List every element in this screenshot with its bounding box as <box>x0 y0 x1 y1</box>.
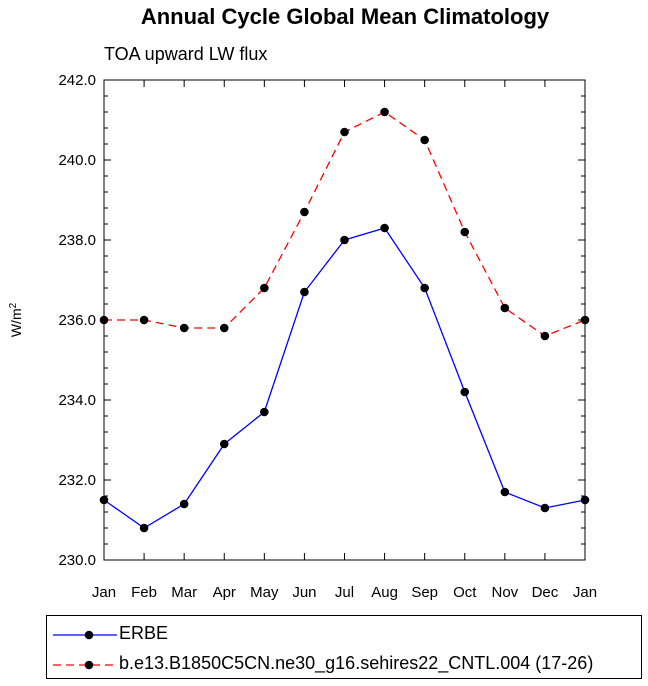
x-tick-label: Aug <box>371 584 398 601</box>
y-tick-label: 238.0 <box>58 232 96 249</box>
data-point-1-10 <box>500 303 510 313</box>
legend-line-erbe <box>53 630 117 640</box>
x-tick-label: Jul <box>335 584 354 601</box>
data-point-1-11 <box>540 331 550 341</box>
data-point-1-4 <box>260 283 269 293</box>
legend-label-erbe: ERBE <box>119 623 169 643</box>
data-point-0-11 <box>540 503 550 513</box>
data-point-0-9 <box>460 387 470 397</box>
data-point-1-7 <box>380 107 389 117</box>
data-point-1-5 <box>300 207 309 217</box>
axis-ticks: 230.0 232.0 234.0 236.0 238.0 240.0 242.0 Jan Fe… <box>58 72 597 601</box>
legend: ERBE b.e13.B1850C5CN.ne30_g16.sehires22_… <box>46 615 642 679</box>
data-point-1-6 <box>340 127 349 137</box>
legend-item-erbe: ERBE <box>47 619 641 647</box>
data-point-0-12 <box>580 495 590 505</box>
data-point-1-3 <box>219 323 229 333</box>
data-point-0-8 <box>420 283 429 293</box>
y-axis-label: W/m2 <box>8 302 25 337</box>
plot-frame <box>103 79 586 561</box>
data-point-1-2 <box>179 323 189 333</box>
chart-subtitle: TOA upward LW flux <box>104 44 267 64</box>
y-tick-label: 230.0 <box>58 552 96 569</box>
data-point-1-12 <box>580 315 590 325</box>
series-line-0 <box>103 227 586 529</box>
data-point-0-3 <box>219 439 229 449</box>
series-line-1 <box>104 111 586 337</box>
x-tick-label: Mar <box>171 584 197 601</box>
data-point-1-1 <box>139 315 149 325</box>
data-point-0-1 <box>139 523 149 533</box>
data-point-0-7 <box>380 223 389 233</box>
x-tick-label: Jan <box>92 584 116 601</box>
x-tick-label: Dec <box>532 584 559 601</box>
legend-line-model <box>53 660 117 670</box>
y-tick-label: 232.0 <box>58 472 96 489</box>
y-tick-label: 242.0 <box>58 72 96 89</box>
data-point-0-5 <box>300 287 309 297</box>
series-layer <box>99 107 590 533</box>
x-tick-label: Feb <box>131 584 157 601</box>
legend-item-model: b.e13.B1850C5CN.ne30_g16.sehires22_CNTL.… <box>47 649 641 677</box>
data-point-0-4 <box>260 407 269 417</box>
data-point-1-0 <box>99 315 109 325</box>
data-point-0-10 <box>500 487 510 497</box>
data-point-0-0 <box>99 495 109 505</box>
data-point-1-8 <box>420 135 429 145</box>
legend-label-model: b.e13.B1850C5CN.ne30_g16.sehires22_CNTL.… <box>119 653 594 673</box>
y-tick-label: 234.0 <box>58 392 96 409</box>
data-point-0-6 <box>340 235 349 245</box>
y-tick-label: 240.0 <box>58 152 96 169</box>
x-tick-label: May <box>250 584 279 601</box>
y-tick-label: 236.0 <box>58 312 96 329</box>
data-point-1-9 <box>460 227 470 237</box>
x-tick-label: Jan <box>573 584 597 601</box>
x-tick-label: Oct <box>453 584 477 601</box>
x-tick-label: Apr <box>213 584 236 601</box>
x-tick-label: Nov <box>491 584 518 601</box>
x-tick-label: Jun <box>292 584 316 601</box>
data-point-0-2 <box>179 499 189 509</box>
chart-canvas: Annual Cycle Global Mean Climatology TOA… <box>8 4 598 601</box>
x-tick-label: Sep <box>411 584 438 601</box>
chart-title: Annual Cycle Global Mean Climatology <box>141 4 550 29</box>
